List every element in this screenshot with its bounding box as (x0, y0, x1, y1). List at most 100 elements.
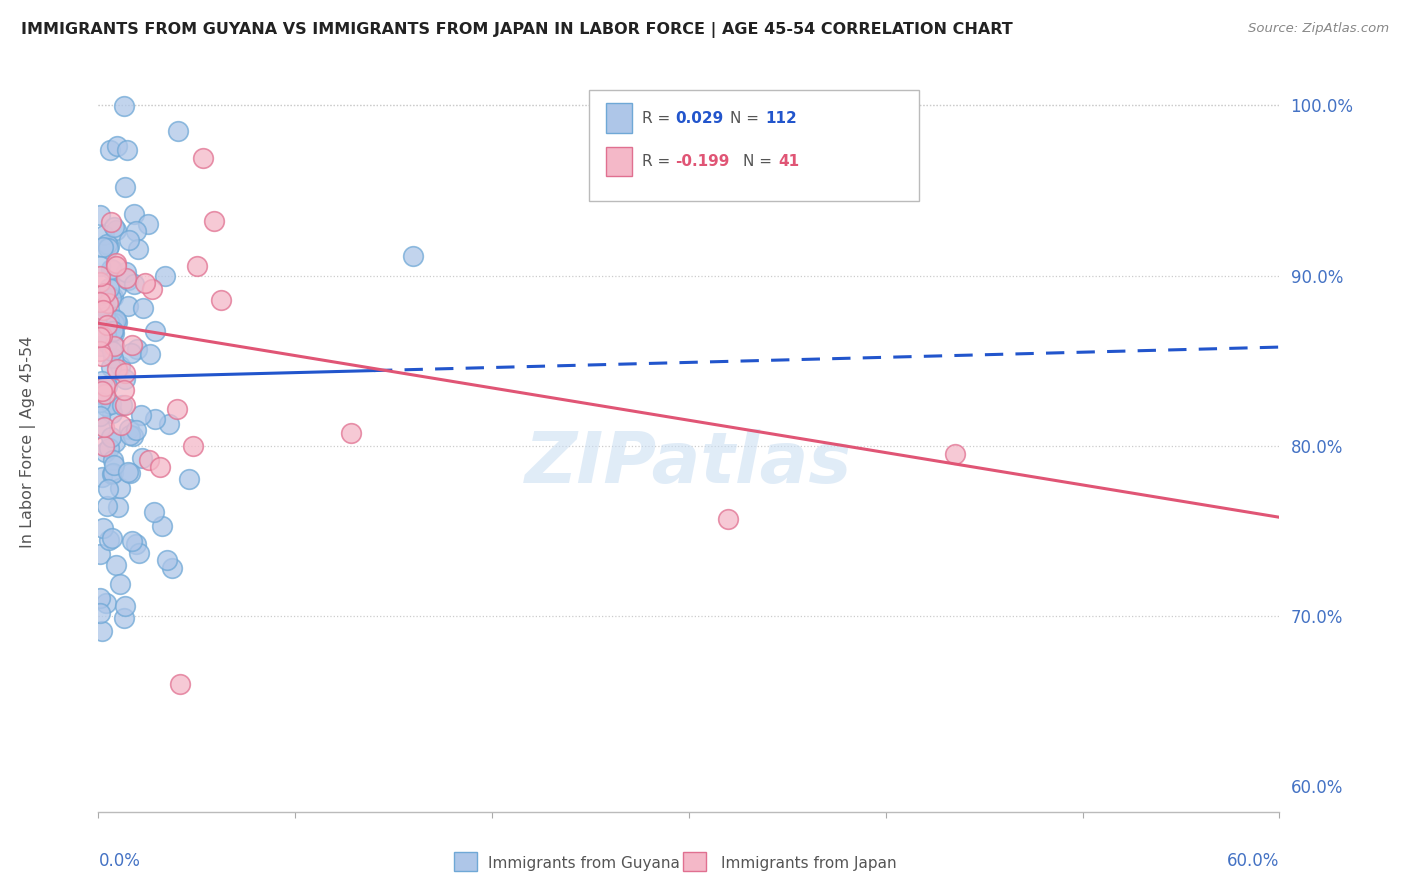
Point (125, 537, 148, 551)
Bar (454, 852, 477, 871)
Point (114, 599, 136, 613)
Point (105, 314, 128, 328)
Point (100, 261, 122, 276)
Point (103, 326, 125, 340)
Point (93, 386, 115, 401)
Point (101, 351, 124, 365)
Point (121, 338, 143, 352)
Bar (606, 147, 633, 177)
Text: Immigrants from Guyana: Immigrants from Guyana (488, 856, 679, 871)
Point (131, 409, 153, 423)
Point (122, 206, 145, 220)
Point (96, 379, 118, 393)
Point (943, 447, 966, 461)
Point (103, 339, 125, 353)
Point (114, 180, 136, 194)
Point (112, 99, 135, 113)
Point (89, 607, 111, 621)
Point (104, 281, 127, 295)
Text: 0.029: 0.029 (675, 111, 723, 126)
Point (97, 483, 120, 497)
Point (89, 591, 111, 606)
Point (122, 428, 145, 442)
Point (93, 420, 115, 434)
Point (101, 290, 124, 304)
Point (141, 282, 163, 296)
Text: N =: N = (730, 111, 763, 126)
Point (138, 453, 160, 467)
Point (166, 124, 188, 138)
Point (96, 399, 118, 413)
Point (111, 398, 134, 412)
Point (117, 299, 139, 313)
Point (108, 481, 131, 495)
Point (108, 577, 131, 591)
Point (160, 560, 183, 574)
Point (94, 596, 117, 610)
Point (202, 214, 225, 228)
Point (98, 441, 121, 455)
Point (101, 324, 124, 338)
Point (107, 500, 129, 514)
Point (90, 349, 112, 363)
Point (340, 425, 363, 440)
Y-axis label: In Labor Force | Age 45-54: In Labor Force | Age 45-54 (20, 335, 37, 548)
Point (104, 256, 127, 270)
Point (153, 268, 176, 283)
Text: N =: N = (744, 154, 778, 169)
Point (97, 296, 120, 310)
Text: ZIPatlas: ZIPatlas (526, 429, 852, 499)
Point (101, 532, 124, 546)
Point (156, 553, 179, 567)
Point (94, 379, 117, 393)
Point (115, 144, 138, 158)
Point (177, 472, 200, 486)
Point (157, 417, 180, 431)
Text: R =: R = (641, 111, 675, 126)
Point (114, 398, 136, 412)
Text: R =: R = (641, 154, 675, 169)
Point (101, 453, 124, 467)
Point (96, 318, 118, 332)
Point (114, 372, 136, 386)
Point (101, 466, 124, 480)
Point (97, 533, 120, 547)
Point (98, 239, 121, 253)
Point (120, 467, 142, 481)
Point (132, 301, 155, 316)
Point (402, 249, 425, 263)
Point (105, 139, 128, 153)
Point (150, 519, 173, 533)
Point (91, 240, 114, 254)
Point (93, 445, 115, 459)
Point (94, 301, 117, 315)
Point (105, 361, 128, 376)
Point (103, 338, 125, 352)
Point (166, 402, 188, 417)
Point (93, 227, 115, 242)
Point (114, 265, 136, 279)
Point (120, 345, 142, 359)
Point (104, 558, 127, 573)
Point (143, 505, 166, 519)
Point (143, 412, 166, 426)
Point (90, 470, 112, 484)
Point (94, 310, 117, 324)
Bar (606, 103, 633, 133)
Point (193, 152, 215, 166)
Point (121, 533, 143, 548)
Point (97, 281, 120, 295)
Point (139, 347, 162, 361)
Point (91, 521, 114, 535)
Point (94, 327, 117, 342)
Text: 60.0%: 60.0% (1227, 853, 1279, 871)
Point (115, 270, 138, 285)
Point (104, 312, 127, 326)
Point (89, 547, 111, 561)
Point (122, 277, 145, 292)
Point (101, 324, 124, 338)
Point (89, 209, 111, 223)
Point (103, 262, 125, 277)
Point (105, 259, 128, 273)
Point (114, 366, 136, 380)
